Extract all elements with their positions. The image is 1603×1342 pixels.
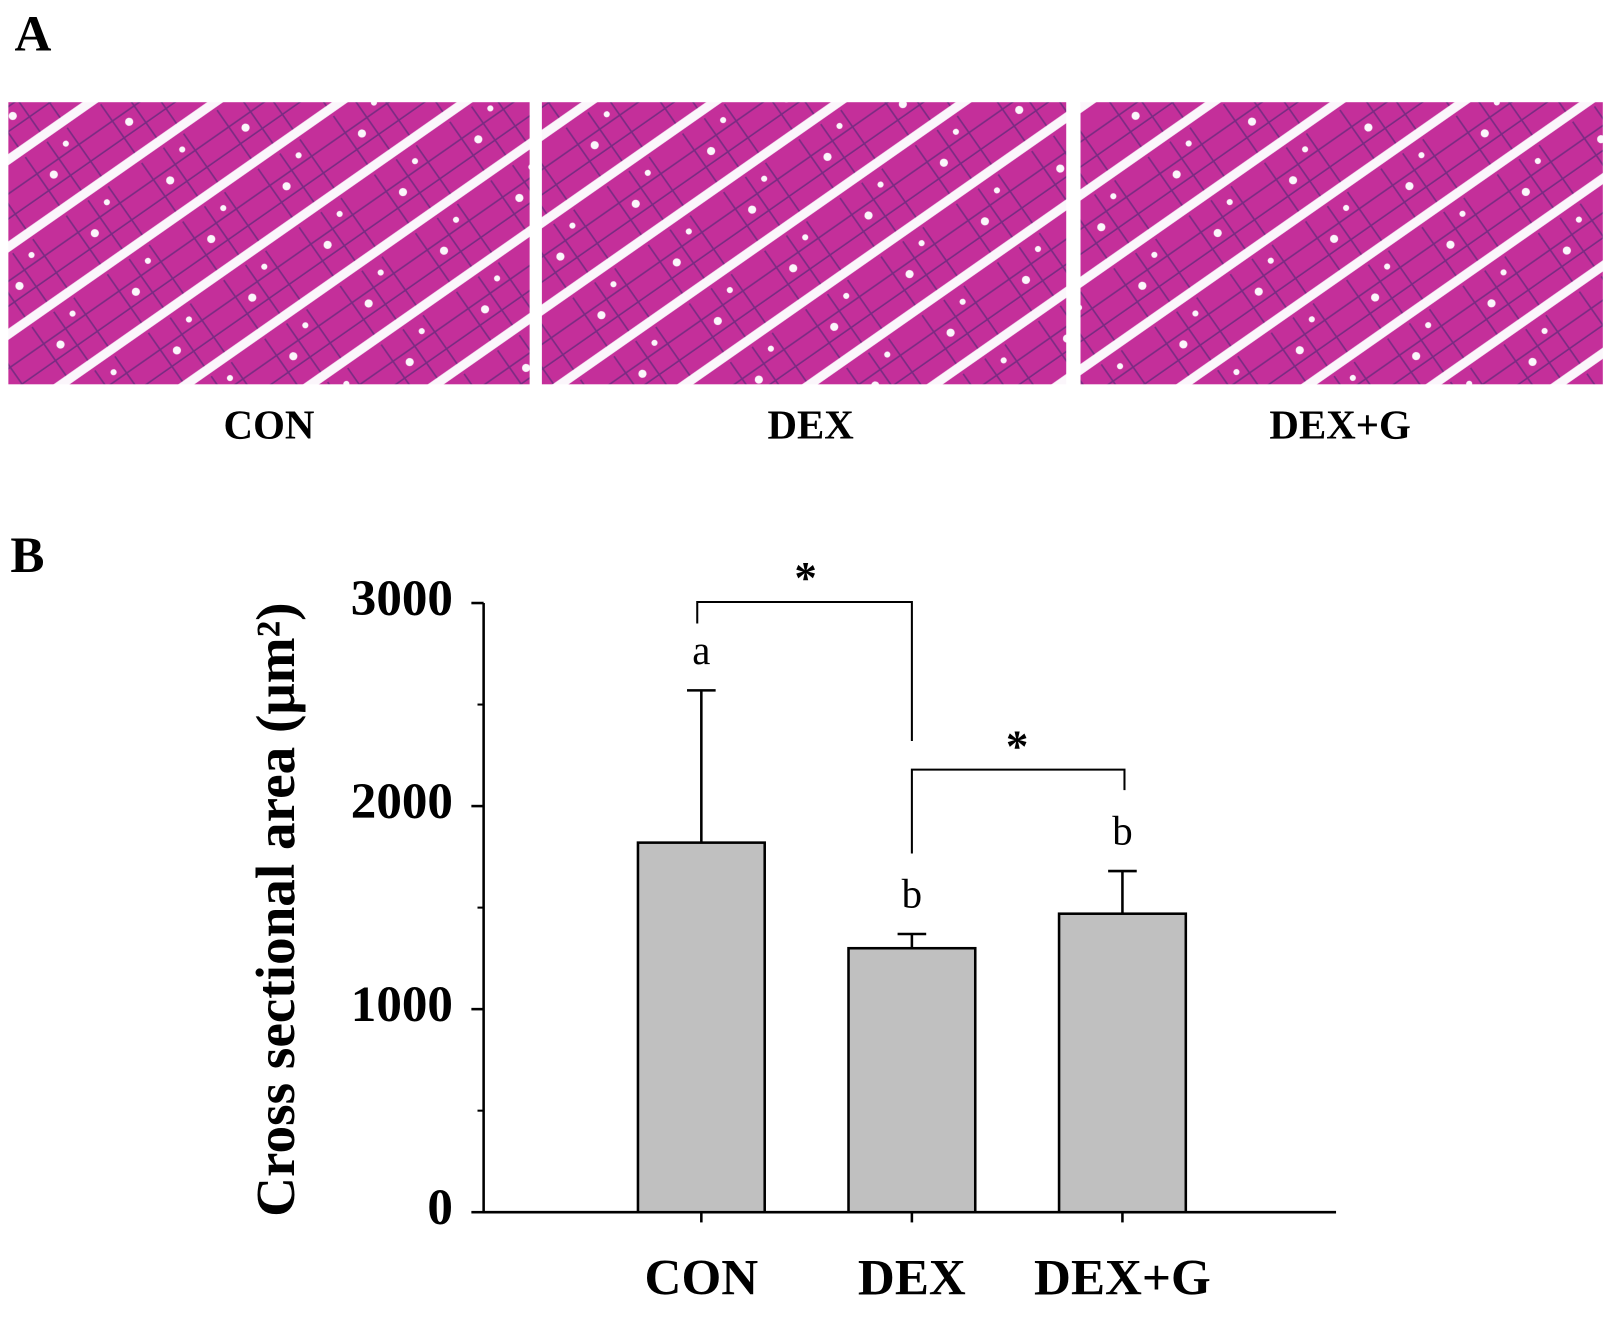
significance-star: * <box>1006 722 1028 772</box>
x-tick-label: DEX <box>858 1249 966 1306</box>
bar <box>1057 912 1188 1214</box>
y-axis-label: Cross sectional area (μm²) <box>245 602 306 1216</box>
image-caption: DEX+G <box>1269 403 1410 448</box>
significance-bracket <box>696 600 913 742</box>
y-tick-label: 3000 <box>351 570 453 627</box>
image-caption: DEX <box>768 403 855 448</box>
panel-label: A <box>14 6 51 63</box>
x-tick-label: CON <box>645 1249 759 1306</box>
bar <box>847 946 977 1214</box>
panel-label: B <box>10 527 44 584</box>
significance-letter: b <box>902 872 922 917</box>
significance-bracket <box>910 768 1126 854</box>
image-con <box>8 102 530 385</box>
image-dex <box>541 102 1067 385</box>
y-tick-label: 0 <box>427 1179 453 1236</box>
significance-letter: a <box>692 628 710 673</box>
y-tick-label: 2000 <box>351 773 453 830</box>
image-caption: CON <box>224 403 315 448</box>
y-tick-label: 1000 <box>351 976 453 1033</box>
histology-images <box>8 102 1603 385</box>
significance-star: * <box>794 553 816 603</box>
bar <box>636 841 766 1214</box>
x-tick-label: DEX+G <box>1034 1249 1211 1306</box>
image-dex-g <box>1080 102 1603 385</box>
significance-letter: b <box>1112 809 1132 854</box>
